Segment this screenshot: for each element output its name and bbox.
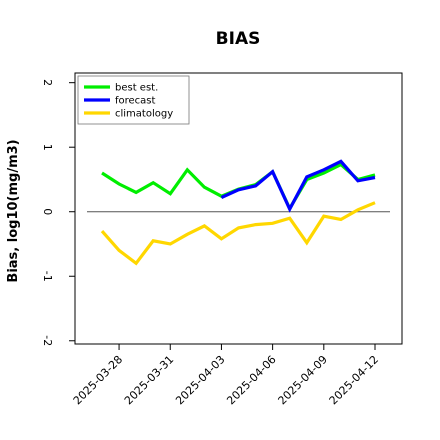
legend-label: forecast: [115, 96, 156, 107]
plot-frame: [74, 72, 403, 345]
x-axis: 2025-03-282025-03-312025-04-032025-04-06…: [71, 344, 381, 407]
x-tick-label: 2025-03-31: [122, 353, 176, 407]
y-tick-label: -1: [41, 271, 54, 282]
series-layer: [100, 159, 376, 266]
series-line-best-est: [101, 162, 376, 212]
legend: best est. forecast climatology: [77, 75, 190, 125]
x-tick-label: 2025-04-06: [224, 353, 278, 407]
chart-title: BIAS: [216, 29, 261, 49]
y-axis: -2 -1 0 1 2: [41, 79, 75, 346]
x-tick-label: 2025-04-03: [173, 353, 227, 407]
legend-label: best est.: [115, 83, 158, 94]
y-tick-label: -2: [41, 335, 54, 346]
y-tick-label: 2: [41, 79, 54, 86]
y-tick-label: 1: [41, 144, 54, 151]
legend-label: climatology: [115, 109, 173, 120]
y-axis-label: Bias, log10(mg/m3): [6, 139, 21, 282]
x-tick-label: 2025-03-28: [71, 353, 125, 407]
y-tick-label: 0: [41, 208, 54, 215]
x-tick-label: 2025-04-12: [327, 353, 381, 407]
series-line-climatology: [100, 201, 376, 266]
x-tick-label: 2025-04-09: [276, 353, 330, 407]
series-line-forecast: [220, 159, 376, 213]
